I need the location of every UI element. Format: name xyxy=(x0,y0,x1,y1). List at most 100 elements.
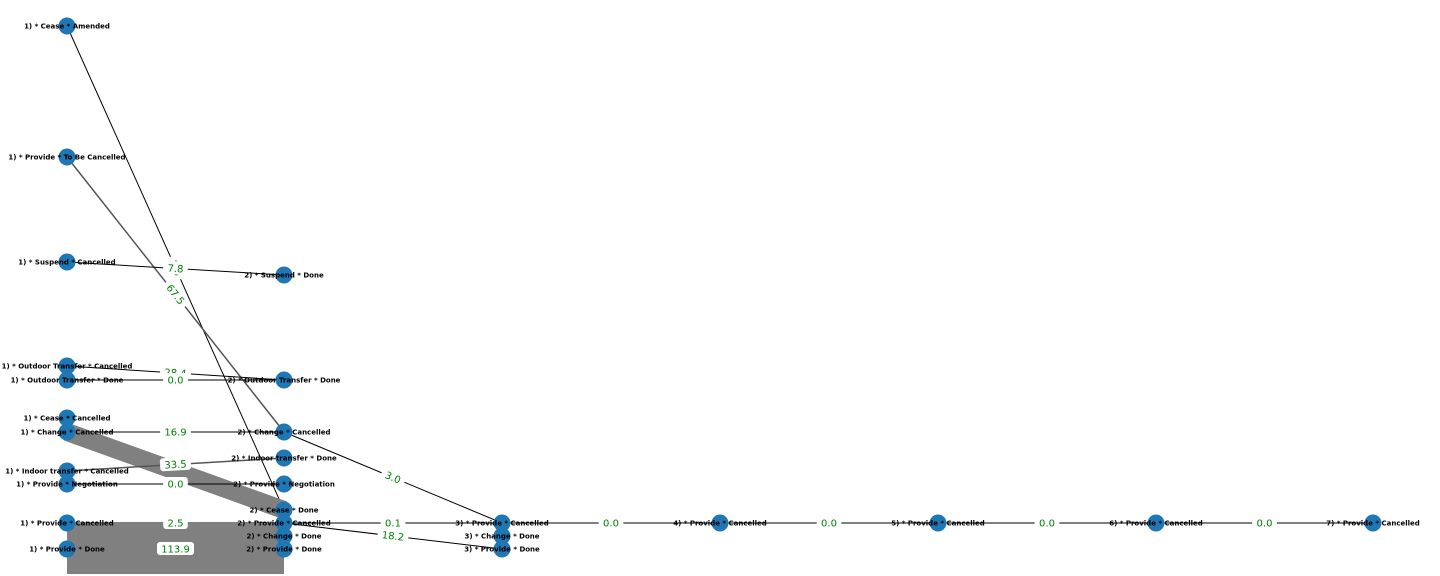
node-m5[interactable] xyxy=(275,475,293,493)
node-label: 2) * Provide * Negotiation xyxy=(233,481,335,489)
node-n9[interactable] xyxy=(58,475,76,493)
edge-label: 2.5 xyxy=(168,519,184,530)
edge-label: 7.8 xyxy=(167,264,184,276)
edge-label-group: 0.0 xyxy=(598,516,624,530)
node-label: 1) * Cease * Cancelled xyxy=(24,415,111,423)
edge-label: 113.9 xyxy=(161,545,190,556)
node-label: 1) * Outdoor Transfer * Cancelled xyxy=(2,363,133,371)
edge-label-background xyxy=(377,527,409,544)
edge-label-background xyxy=(816,516,842,529)
node-n2[interactable] xyxy=(58,148,76,166)
edge-label-group: 0.0 xyxy=(816,516,842,530)
edge-label-background xyxy=(163,516,188,529)
node-label: 2) * Change * Done xyxy=(246,533,321,541)
edge-label: 16.9 xyxy=(164,428,186,439)
node-q1[interactable] xyxy=(711,514,729,532)
edge-label-background xyxy=(1252,516,1277,529)
edge-label-group: 33.5 xyxy=(159,456,192,472)
node-n8[interactable] xyxy=(58,462,76,480)
edge-label: 33.5 xyxy=(164,459,187,471)
edge-label-group: 0.0 xyxy=(1034,516,1060,530)
node-label: 1) * Provide * Done xyxy=(29,546,105,554)
node-n4[interactable] xyxy=(58,357,76,375)
node-label: 2) * Indoor transfer * Done xyxy=(231,455,337,463)
node-m9[interactable] xyxy=(275,540,293,558)
edge-label-group: 113.9 xyxy=(157,542,194,556)
edge-label-group: 3.0 xyxy=(380,467,407,487)
edge-label-group: 67.5 xyxy=(162,279,190,310)
node-label: 6) * Provide * Cancelled xyxy=(1109,520,1203,528)
node-t1[interactable] xyxy=(1364,514,1382,532)
edge-label: 0.1 xyxy=(385,519,401,530)
node-n5[interactable] xyxy=(58,371,76,389)
node-m7[interactable] xyxy=(275,514,293,532)
node-label: 1) * Indoor transfer * Cancelled xyxy=(5,468,128,476)
node-m3[interactable] xyxy=(275,423,293,441)
node-m4[interactable] xyxy=(275,449,293,467)
node-m2[interactable] xyxy=(275,371,293,389)
edge-label: 0.0 xyxy=(168,480,184,491)
node-label: 1) * Provide * To Be Cancelled xyxy=(8,154,125,162)
node-label: 2) * Change * Cancelled xyxy=(237,429,330,437)
node-label: 2) * Suspend * Done xyxy=(244,272,324,280)
edge-label-background xyxy=(160,425,191,438)
node-p2[interactable] xyxy=(493,527,511,545)
edge-label-group: 18.2 xyxy=(377,527,409,544)
edge-label: 0.0 xyxy=(168,376,184,387)
edge-label-background xyxy=(159,456,192,472)
node-m6[interactable] xyxy=(275,501,293,519)
node-labels-layer: 1) * Cease * Amended 1) * Provide * To Be… xyxy=(2,23,1420,554)
nodes-layer xyxy=(58,17,1382,558)
node-n6[interactable] xyxy=(58,409,76,427)
node-label: 2) * Outdoor Transfer * Done xyxy=(228,377,341,385)
node-n3[interactable] xyxy=(58,253,76,271)
edge-label: 0.0 xyxy=(1257,519,1273,530)
node-n7[interactable] xyxy=(58,423,76,441)
edge-label-group: 0.1 xyxy=(380,516,406,530)
node-p1[interactable] xyxy=(493,514,511,532)
edge-label-background xyxy=(380,516,406,529)
edge-labels-layer: 7.867.57.828.40.016.933.50.02.5113.93.00… xyxy=(157,254,1277,556)
node-n10[interactable] xyxy=(58,514,76,532)
node-label: 2) * Cease * Done xyxy=(249,507,318,515)
edge-label-group: 7.8 xyxy=(163,260,189,276)
node-label: 3) * Provide * Done xyxy=(464,546,540,554)
node-label: 2) * Provide * Cancelled xyxy=(237,520,331,528)
node-label: 3) * Provide * Cancelled xyxy=(455,520,549,528)
node-n1[interactable] xyxy=(58,17,76,35)
edge-label-group: 0.0 xyxy=(163,477,188,491)
edge-label-group: 2.5 xyxy=(163,516,188,530)
edge-label-background xyxy=(163,260,189,276)
node-label: 1) * Suspend * Cancelled xyxy=(18,259,115,267)
node-label: 7) * Provide * Cancelled xyxy=(1326,520,1420,528)
node-m1[interactable] xyxy=(275,266,293,284)
edge-label-background xyxy=(163,477,188,490)
edge-label: 0.0 xyxy=(1039,519,1055,530)
node-label: 1) * Change * Cancelled xyxy=(20,429,113,437)
node-label: 1) * Cease * Amended xyxy=(24,23,110,31)
edge-label-group: 16.9 xyxy=(160,425,191,439)
node-label: 3) * Change * Done xyxy=(464,533,539,541)
edge-label-background xyxy=(1034,516,1060,529)
node-label: 1) * Provide * Negotiation xyxy=(16,481,118,489)
edges-layer xyxy=(63,25,1373,574)
edge-n7-m6 xyxy=(63,423,288,519)
node-label: 2) * Provide * Done xyxy=(246,546,322,554)
node-label: 4) * Provide * Cancelled xyxy=(673,520,767,528)
node-r1[interactable] xyxy=(929,514,947,532)
edge-label: 0.0 xyxy=(821,519,837,530)
edge-label: 18.2 xyxy=(381,530,404,544)
node-label: 5) * Provide * Cancelled xyxy=(891,520,985,528)
node-n11[interactable] xyxy=(58,540,76,558)
edge-label-background xyxy=(157,542,194,555)
edge-label-background xyxy=(380,467,407,487)
node-m8[interactable] xyxy=(275,527,293,545)
node-label: 1) * Outdoor Transfer * Done xyxy=(11,377,124,385)
edge-label-background xyxy=(162,279,190,310)
node-s1[interactable] xyxy=(1147,514,1165,532)
node-label: 1) * Provide * Cancelled xyxy=(20,520,114,528)
edge-label-background xyxy=(163,373,188,386)
node-p3[interactable] xyxy=(493,540,511,558)
edge-label-group: 0.0 xyxy=(163,373,188,387)
